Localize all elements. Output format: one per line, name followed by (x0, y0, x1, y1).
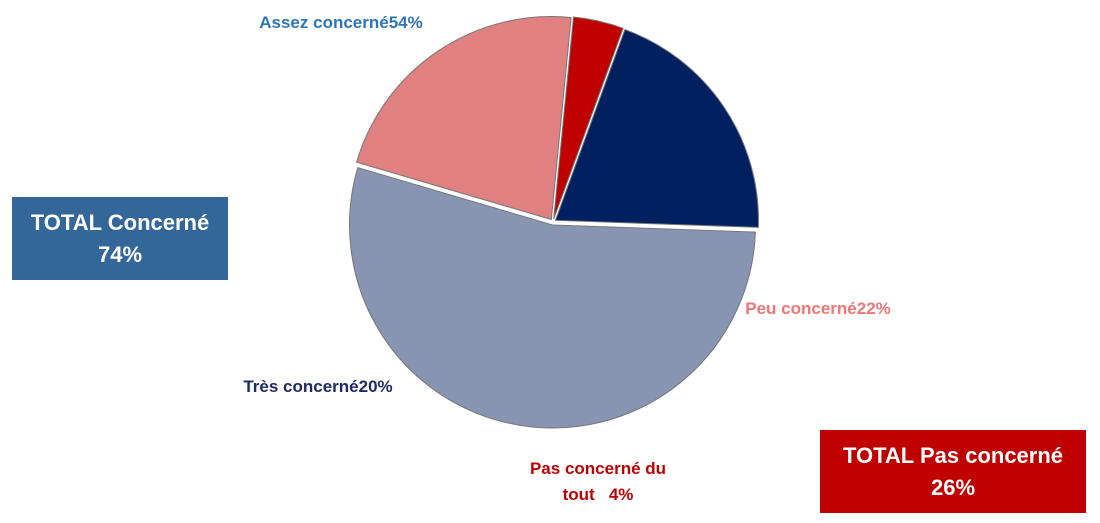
slice-name: Peu concerné (745, 299, 857, 318)
slice-name: Pas concerné du tout (529, 459, 667, 504)
total-box: TOTAL Concerné 74% (12, 197, 228, 280)
total-value: 74% (97, 241, 143, 267)
slice-value: 20% (358, 377, 393, 396)
slice-label: Très concerné20% (233, 374, 403, 400)
slice-label: Pas concerné du tout 4% (518, 456, 678, 508)
slice-name: Très concerné (243, 377, 359, 396)
slice-name: Assez concerné (259, 13, 389, 32)
pie-slice (553, 16, 624, 220)
slice-label: Assez concerné54% (256, 10, 426, 36)
total-box: TOTAL Pas concerné 26% (820, 430, 1086, 513)
total-value: 26% (930, 474, 976, 500)
total-label: TOTAL Concerné (30, 209, 210, 235)
pie-slice (349, 167, 756, 429)
total-label: TOTAL Pas concerné (842, 442, 1064, 468)
slice-label: Peu concerné22% (733, 296, 903, 322)
slice-value: 4% (608, 485, 634, 504)
slice-value: 54% (388, 13, 423, 32)
pie-slice (355, 16, 572, 221)
pie-slice (554, 28, 759, 228)
slice-value: 22% (856, 299, 891, 318)
